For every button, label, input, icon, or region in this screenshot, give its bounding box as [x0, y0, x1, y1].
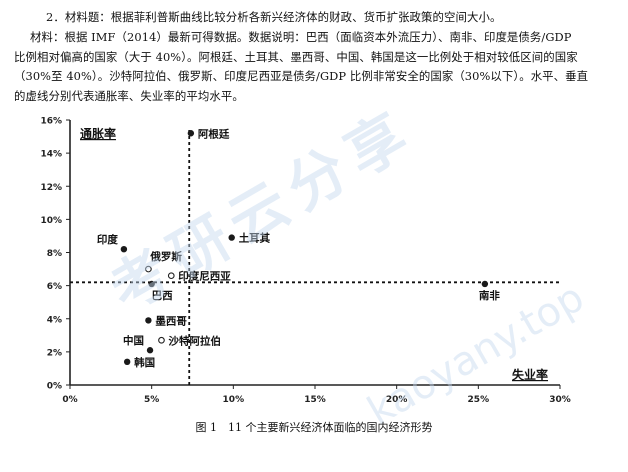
data-point	[167, 272, 175, 280]
y-tick-label: 12%	[40, 183, 62, 193]
y-tick-label: 2%	[47, 348, 62, 358]
material-line-1: 材料：根据 IMF（2014）最新可得数据。数据说明：巴西（面临资本外流压力）、…	[30, 30, 572, 44]
x-tick-label: 5%	[144, 395, 159, 405]
x-tick-label: 10%	[223, 395, 245, 405]
chart-ticks: 0% 2% 4% 6% 8% 10% 12% 14% 16% 0% 5% 10% 15% 20% 25% 30…	[40, 117, 570, 406]
point-label: 中国	[123, 334, 144, 347]
data-point	[123, 358, 131, 366]
point-label: 韩国	[134, 356, 155, 369]
y-tick-label: 6%	[47, 282, 62, 292]
y-axis-title: 通胀率	[80, 126, 116, 141]
data-point	[145, 317, 152, 324]
material-line-2: 比例相对偏高的国家（大于 40%）。阿根廷、土耳其、墨西哥、中国、韩国是这一比例…	[14, 49, 578, 64]
point-label: 沙特阿拉伯	[168, 334, 221, 347]
data-point	[148, 280, 155, 288]
y-tick-label: 0%	[47, 382, 62, 392]
point-label: 土耳其	[239, 232, 271, 245]
x-tick-label: 15%	[304, 395, 326, 405]
x-tick-label: 20%	[386, 395, 408, 405]
x-tick-label: 25%	[468, 395, 490, 405]
point-label: 俄罗斯	[149, 250, 182, 263]
point-label: 南非	[479, 289, 500, 302]
point-label: 巴西	[152, 290, 173, 302]
y-tick-label: 10%	[40, 216, 62, 226]
x-axis-title: 失业率	[512, 367, 548, 382]
point-label: 印度	[97, 233, 118, 246]
data-point	[481, 280, 489, 288]
point-label: 墨西哥	[155, 315, 187, 327]
y-tick-label: 4%	[47, 315, 62, 325]
y-tick-label: 8%	[47, 249, 62, 259]
y-tick-label: 14%	[40, 150, 62, 160]
data-point	[187, 130, 195, 137]
x-tick-label: 0%	[62, 395, 77, 405]
x-tick-label: 30%	[549, 395, 571, 405]
material-line-4: 的虚线分别代表通胀率、失业率的平均水平。	[14, 88, 244, 103]
data-point	[228, 234, 235, 241]
data-point	[145, 265, 152, 273]
figure-caption: 图 1 11 个主要新兴经济体面临的国内经济形势	[195, 421, 433, 434]
point-label: 阿根廷	[198, 127, 230, 140]
average-lines	[70, 130, 560, 385]
y-tick-label: 16%	[40, 117, 62, 127]
material-line-3: （30%至 40%）。沙特阿拉伯、俄罗斯、印度尼西亚是债务/GDP 比例非常安全…	[14, 69, 589, 83]
data-points	[120, 130, 489, 366]
data-point	[120, 245, 128, 253]
point-label: 印度尼西亚	[178, 270, 231, 283]
question-title: 2．材料题：根据菲利普斯曲线比较分析各新兴经济体的财政、货币扩张政策的空间大小。	[46, 10, 502, 24]
data-point	[146, 347, 154, 354]
data-point	[158, 336, 165, 344]
phillips-scatter-chart: 0% 2% 4% 6% 8% 10% 12% 14% 16% 0% 5% 10% 15% 20% 25% 30…	[40, 117, 570, 406]
